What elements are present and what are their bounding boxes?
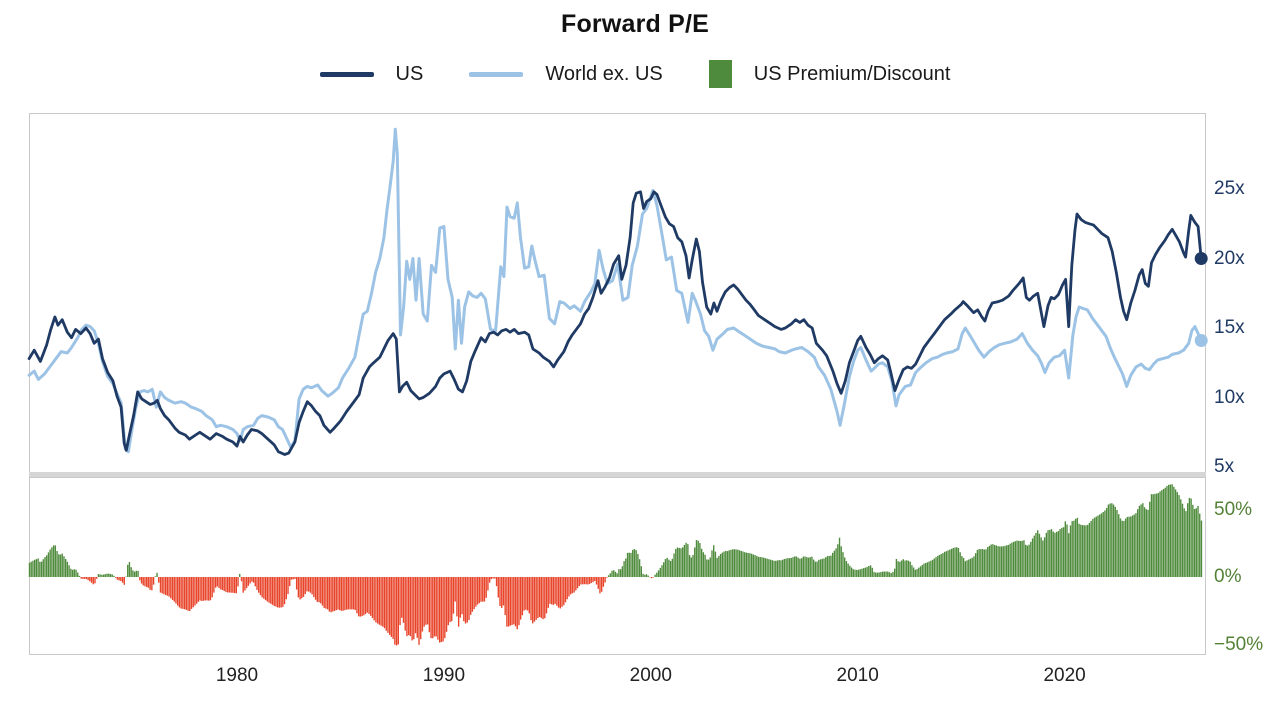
world-ex-us-line-swatch-icon [469, 71, 524, 77]
legend-label-us: US [395, 62, 424, 85]
chart-title: Forward P/E [560, 10, 710, 38]
year-axis-tick-2010: 2010 [836, 665, 879, 686]
legend-label-world-ex-us: World ex. US [545, 62, 663, 85]
year-axis-tick-1980: 1980 [215, 665, 259, 686]
premium-axis-tick--50: −50% [1214, 633, 1264, 655]
premium-axis-tick-0: 0% [1214, 566, 1242, 587]
legend-item-us: US [319, 62, 424, 86]
legend-label-us-premium-discount: US Premium/Discount [753, 62, 951, 85]
year-axis-tick-2000: 2000 [629, 665, 672, 686]
legend-item-us-premium-discount: US Premium/Discount [708, 60, 951, 88]
panel-divider [29, 472, 1206, 478]
us-premium-discount-swatch-icon [708, 60, 732, 88]
pe-axis-tick-5: 5x [1214, 456, 1235, 477]
pe-axis-tick-25: 25x [1214, 178, 1245, 199]
legend-item-world-ex-us: World ex. US [469, 62, 663, 86]
pe-line-panel [29, 113, 1206, 473]
chart-legend: US World ex. US US Premium/Discount [0, 60, 1270, 88]
us-line-swatch-icon [319, 71, 374, 77]
premium-bar-panel [29, 477, 1206, 655]
pe-axis-tick-15: 15x [1214, 317, 1245, 338]
pe-axis-tick-10: 10x [1214, 386, 1245, 408]
year-axis-tick-2020: 2020 [1043, 665, 1086, 686]
pe-axis-tick-20: 20x [1214, 247, 1245, 269]
premium-axis-tick-50: 50% [1214, 498, 1253, 520]
year-axis-tick-1990: 1990 [422, 665, 466, 686]
